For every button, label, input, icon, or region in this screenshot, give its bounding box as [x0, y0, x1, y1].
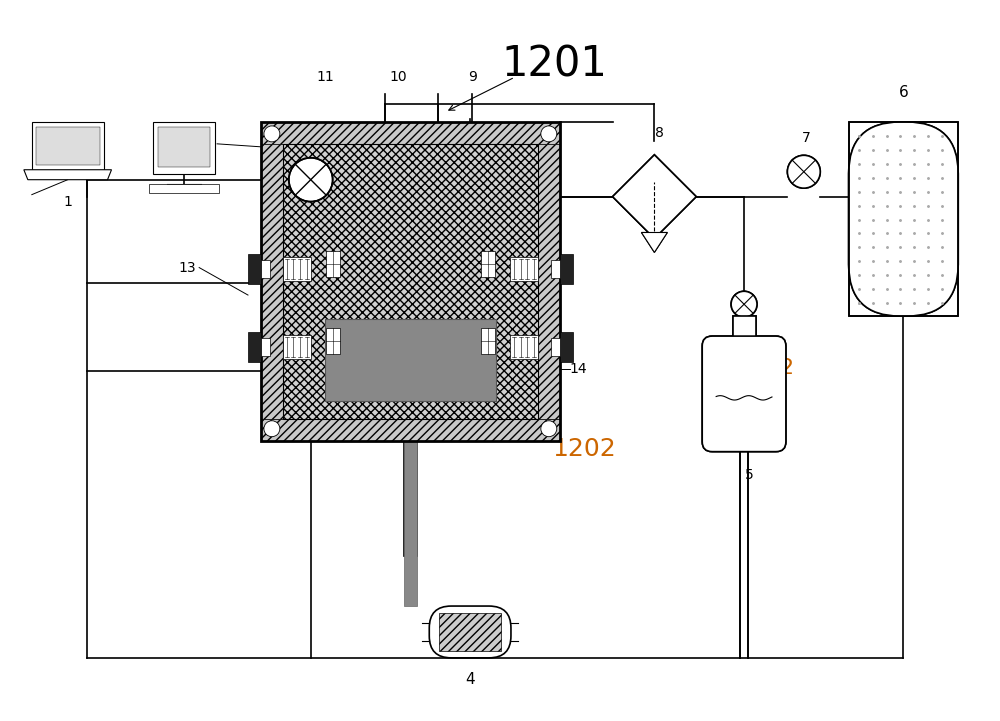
- Circle shape: [787, 155, 820, 188]
- Bar: [261, 122, 560, 441]
- Bar: [283, 143, 538, 419]
- FancyBboxPatch shape: [702, 336, 786, 451]
- Circle shape: [289, 158, 333, 202]
- Bar: [325, 319, 496, 401]
- Bar: [849, 122, 958, 317]
- Bar: [149, 184, 219, 193]
- Bar: [560, 255, 573, 284]
- Circle shape: [541, 421, 557, 437]
- Bar: [538, 143, 560, 419]
- Bar: [261, 419, 560, 441]
- Bar: [283, 257, 311, 281]
- Circle shape: [787, 155, 820, 188]
- Text: 9: 9: [468, 70, 477, 84]
- Bar: [32, 122, 104, 169]
- Circle shape: [731, 291, 757, 317]
- Text: 6: 6: [899, 85, 908, 100]
- Bar: [510, 257, 538, 281]
- FancyBboxPatch shape: [849, 122, 958, 317]
- Text: 13: 13: [179, 260, 196, 275]
- Bar: [261, 260, 270, 278]
- Bar: [261, 338, 270, 356]
- Text: 3: 3: [306, 220, 315, 234]
- Text: 8: 8: [655, 126, 664, 140]
- Text: 5: 5: [745, 468, 753, 482]
- Bar: [481, 328, 495, 354]
- Text: 4: 4: [465, 672, 475, 687]
- Polygon shape: [613, 155, 696, 239]
- Bar: [849, 122, 958, 317]
- Circle shape: [731, 291, 757, 317]
- Polygon shape: [641, 232, 667, 252]
- FancyBboxPatch shape: [429, 606, 511, 658]
- Text: 10: 10: [390, 70, 407, 84]
- Bar: [733, 317, 756, 348]
- Circle shape: [264, 126, 280, 142]
- Text: 1202: 1202: [552, 437, 616, 461]
- Circle shape: [264, 421, 280, 437]
- Bar: [36, 127, 100, 165]
- Bar: [158, 127, 210, 167]
- Bar: [261, 122, 560, 143]
- Bar: [733, 317, 756, 348]
- Bar: [153, 122, 215, 174]
- Text: 1201: 1201: [502, 43, 608, 85]
- Text: 7: 7: [801, 131, 810, 145]
- Bar: [248, 332, 261, 362]
- Bar: [283, 335, 311, 359]
- Bar: [248, 255, 261, 284]
- Bar: [551, 260, 560, 278]
- Bar: [481, 252, 495, 278]
- Polygon shape: [24, 169, 112, 180]
- Text: 14: 14: [570, 362, 587, 376]
- Polygon shape: [641, 232, 667, 252]
- Polygon shape: [613, 155, 696, 239]
- Text: 1: 1: [63, 195, 72, 208]
- Bar: [510, 335, 538, 359]
- Text: 2: 2: [779, 358, 793, 378]
- Circle shape: [541, 126, 557, 142]
- FancyBboxPatch shape: [849, 122, 958, 317]
- Bar: [326, 328, 340, 354]
- Bar: [439, 613, 501, 651]
- Bar: [326, 252, 340, 278]
- FancyBboxPatch shape: [702, 336, 786, 451]
- Bar: [261, 143, 283, 419]
- Text: 11: 11: [317, 70, 335, 84]
- Bar: [404, 441, 417, 606]
- Bar: [551, 338, 560, 356]
- Text: 12: 12: [193, 137, 211, 151]
- Bar: [560, 332, 573, 362]
